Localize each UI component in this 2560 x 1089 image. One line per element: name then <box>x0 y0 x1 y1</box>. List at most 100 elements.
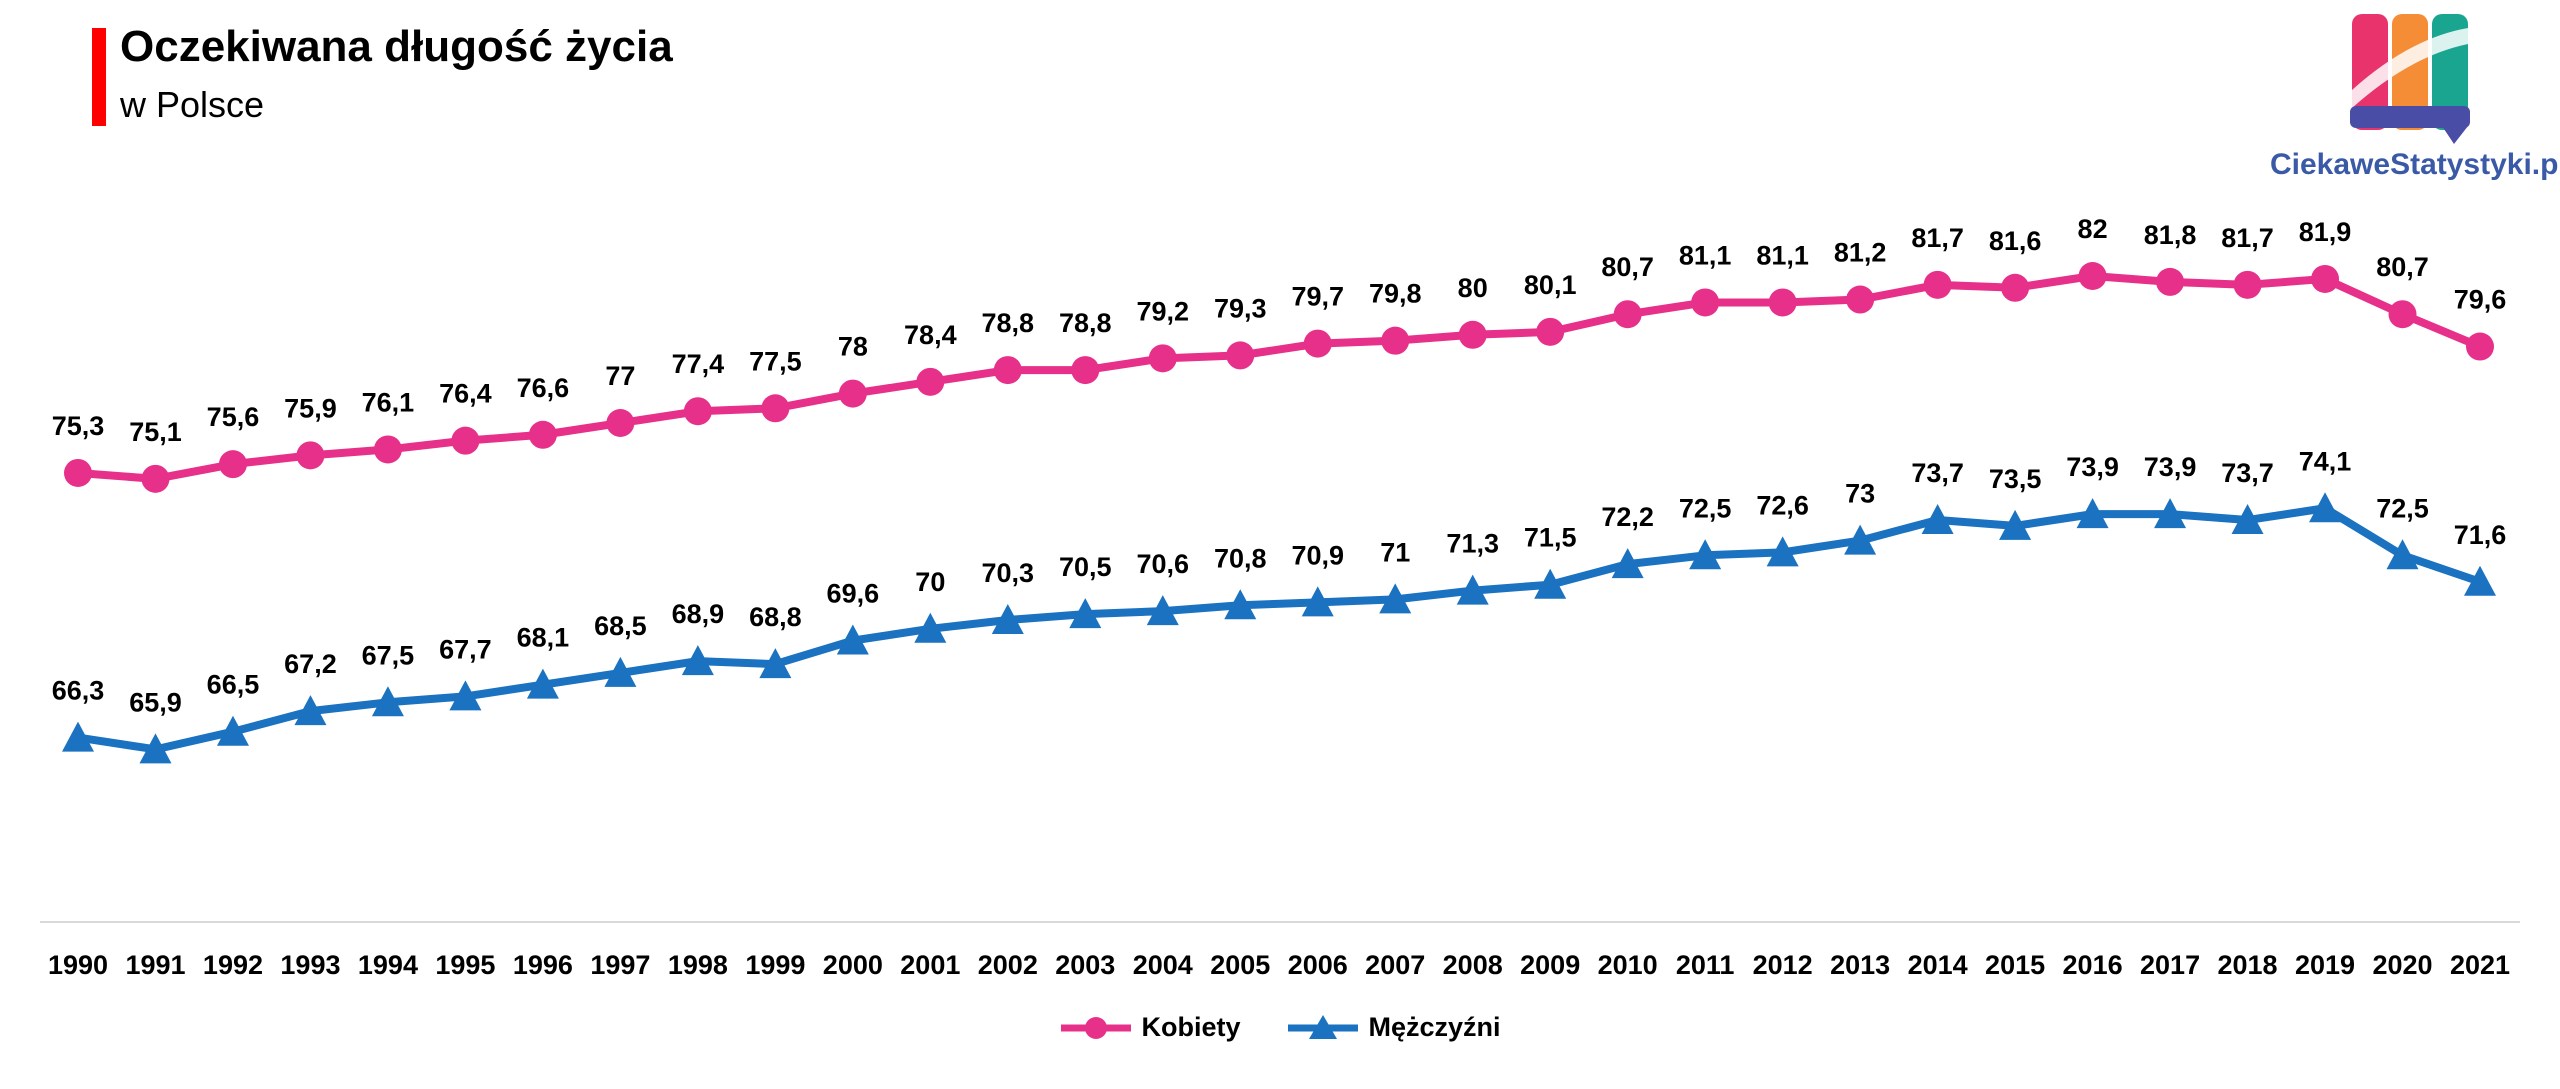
series-line-kobiety <box>74 272 2484 483</box>
data-point-mezczyzni <box>62 721 94 752</box>
legend: Kobiety Mężczyźni <box>0 1012 2560 1043</box>
legend-swatch-kobiety <box>1061 1016 1132 1039</box>
data-point-kobiety <box>1846 285 1875 314</box>
data-point-mezczyzni <box>1456 574 1489 605</box>
data-label-mezczyzni: 70,8 <box>1214 543 1267 573</box>
data-label-mezczyzni: 73,5 <box>1989 464 2042 494</box>
data-point-kobiety <box>1226 341 1255 370</box>
data-point-kobiety <box>528 420 557 449</box>
data-point-mezczyzni <box>1224 589 1257 620</box>
data-point-kobiety <box>993 356 1022 385</box>
data-label-mezczyzni: 73,9 <box>2144 452 2197 482</box>
data-point-kobiety <box>2156 267 2185 296</box>
x-tick-label: 1996 <box>513 950 573 980</box>
data-point-kobiety <box>2311 264 2340 293</box>
data-point-mezczyzni <box>1999 509 2032 540</box>
data-point-kobiety <box>64 458 92 487</box>
data-point-mezczyzni <box>2464 565 2496 596</box>
legend-item-kobiety: Kobiety <box>1059 1012 1240 1043</box>
data-label-kobiety: 79,3 <box>1214 293 1267 323</box>
data-point-kobiety <box>1768 288 1797 317</box>
x-tick-label: 2017 <box>2140 950 2200 980</box>
data-point-kobiety <box>451 426 480 455</box>
data-label-mezczyzni: 67,7 <box>439 634 492 664</box>
data-label-kobiety: 81,9 <box>2299 217 2352 247</box>
data-label-kobiety: 77,4 <box>672 349 725 379</box>
data-label-mezczyzni: 72,2 <box>1601 502 1654 532</box>
data-point-kobiety <box>683 397 712 426</box>
data-point-mezczyzni <box>294 695 327 726</box>
data-point-mezczyzni <box>2309 492 2342 523</box>
data-label-kobiety: 81,1 <box>1756 240 1809 270</box>
data-label-kobiety: 76,1 <box>362 387 415 417</box>
data-label-mezczyzni: 71,6 <box>2454 520 2507 550</box>
logo-icon <box>2350 14 2470 144</box>
data-label-mezczyzni: 67,5 <box>362 640 415 670</box>
data-point-mezczyzni <box>371 686 404 717</box>
legend-swatch-marker <box>1085 1016 1108 1039</box>
data-label-mezczyzni: 73,9 <box>2066 452 2119 482</box>
x-tick-label: 2001 <box>900 950 960 980</box>
data-point-mezczyzni <box>2154 498 2187 529</box>
data-label-mezczyzni: 68,8 <box>749 602 802 632</box>
data-point-mezczyzni <box>139 733 172 764</box>
legend-label-kobiety: Kobiety <box>1141 1012 1241 1042</box>
x-tick-label: 1991 <box>125 950 185 980</box>
data-point-kobiety <box>1613 300 1642 329</box>
x-tick-label: 2014 <box>1908 950 1968 980</box>
logo-pointer <box>2442 126 2468 144</box>
x-tick-label: 1997 <box>590 950 650 980</box>
data-point-mezczyzni <box>2386 539 2419 570</box>
data-label-kobiety: 78,4 <box>904 320 957 350</box>
x-tick-label: 2008 <box>1443 950 1503 980</box>
x-tick-label: 1993 <box>280 950 340 980</box>
x-tick-label: 1990 <box>48 950 108 980</box>
logo-text: CiekaweStatystyki.pl <box>2270 148 2560 181</box>
x-tick-label: 2006 <box>1288 950 1348 980</box>
x-tick-label: 2013 <box>1830 950 1890 980</box>
data-label-mezczyzni: 73,7 <box>2221 458 2274 488</box>
data-label-kobiety: 81,8 <box>2144 220 2197 250</box>
data-label-kobiety: 75,1 <box>129 417 182 447</box>
logo-base <box>2350 106 2470 128</box>
legend-item-mezczyzni: Mężczyźni <box>1286 1012 1501 1043</box>
data-point-mezczyzni <box>2076 498 2109 529</box>
data-point-mezczyzni <box>914 612 947 643</box>
data-point-mezczyzni <box>1301 586 1334 617</box>
data-label-kobiety: 79,8 <box>1369 279 1422 309</box>
data-label-kobiety: 80,7 <box>2376 252 2429 282</box>
data-label-kobiety: 79,2 <box>1136 296 1189 326</box>
x-tick-label: 1992 <box>203 950 263 980</box>
data-label-mezczyzni: 70,3 <box>982 558 1035 588</box>
data-label-kobiety: 78,8 <box>1059 308 1112 338</box>
logo-bar-orange <box>2392 14 2428 130</box>
data-point-mezczyzni <box>836 624 869 655</box>
data-label-mezczyzni: 68,1 <box>517 623 570 653</box>
data-point-kobiety <box>2466 332 2494 361</box>
x-tick-label: 1999 <box>745 950 805 980</box>
data-point-mezczyzni <box>1689 539 1722 570</box>
data-label-mezczyzni: 70,6 <box>1136 549 1189 579</box>
data-point-mezczyzni <box>1921 504 1954 535</box>
data-label-kobiety: 77 <box>605 361 635 391</box>
data-point-mezczyzni <box>1146 595 1179 626</box>
data-label-kobiety: 75,3 <box>52 411 105 441</box>
x-tick-label: 1994 <box>358 950 418 980</box>
data-label-kobiety: 79,7 <box>1291 282 1344 312</box>
x-tick-label: 2015 <box>1985 950 2045 980</box>
data-point-mezczyzni <box>604 656 637 687</box>
data-label-mezczyzni: 70 <box>915 567 945 597</box>
data-label-mezczyzni: 67,2 <box>284 649 337 679</box>
data-point-mezczyzni <box>991 603 1024 634</box>
x-tick-label: 2009 <box>1520 950 1580 980</box>
x-tick-label: 2004 <box>1133 950 1193 980</box>
data-label-kobiety: 77,5 <box>749 346 802 376</box>
data-label-kobiety: 78 <box>838 332 868 362</box>
data-label-mezczyzni: 68,9 <box>672 599 725 629</box>
data-label-kobiety: 81,7 <box>1911 223 1964 253</box>
data-label-mezczyzni: 71,3 <box>1446 529 1499 559</box>
data-point-kobiety <box>141 464 170 493</box>
data-label-mezczyzni: 72,6 <box>1756 490 1809 520</box>
chart-title: Oczekiwana długość życia <box>120 22 673 71</box>
data-point-kobiety <box>1071 356 1100 385</box>
